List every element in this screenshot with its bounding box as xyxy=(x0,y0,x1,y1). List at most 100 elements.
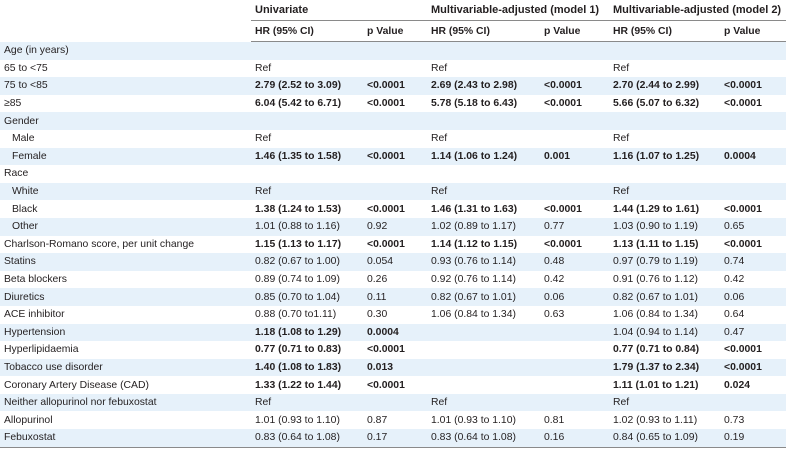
model2-hr-cell xyxy=(609,165,721,183)
model1-hr-cell xyxy=(427,376,541,394)
model2-p-cell xyxy=(720,112,786,130)
table-row: 65 to <75 Ref Ref Ref xyxy=(0,59,786,78)
model2-p-cell xyxy=(720,393,786,412)
model2-hr-cell: Ref xyxy=(609,129,721,148)
model1-p-cell: 0.001 xyxy=(540,147,610,166)
model2-p-cell: 0.0004 xyxy=(720,147,786,166)
model1-hr-cell: 1.14 (1.06 to 1.24) xyxy=(427,147,541,166)
model2-hr-cell: 1.44 (1.29 to 1.61) xyxy=(609,200,721,218)
column-header-row: HR (95% CI) p Value HR (95% CI) p Value … xyxy=(0,20,786,42)
univariate-hr-cell: 1.15 (1.13 to 1.17) xyxy=(251,235,363,254)
row-label: White xyxy=(0,182,251,201)
table-row: Charlson-Romano score, per unit change 1.… xyxy=(0,235,786,254)
model1-p-cell: 0.63 xyxy=(540,305,610,324)
model1-hr-cell xyxy=(427,358,541,377)
univariate-hr-cell: 0.83 (0.64 to 1.08) xyxy=(251,429,363,448)
row-label: Hypertension xyxy=(0,323,251,342)
model2-hr-cell: 1.06 (0.84 to 1.34) xyxy=(609,305,721,324)
table-row: Diuretics 0.85 (0.70 to 1.04) 0.11 0.82 (0.… xyxy=(0,288,786,306)
p-value-header: p Value xyxy=(363,20,428,42)
univariate-p-cell xyxy=(363,165,428,183)
model1-hr-cell: Ref xyxy=(427,393,541,412)
model2-hr-cell: 0.84 (0.65 to 1.09) xyxy=(609,429,721,448)
row-label: Age (in years) xyxy=(0,41,251,60)
univariate-p-cell: 0.30 xyxy=(363,305,428,324)
row-label: Neither allopurinol nor febuxostat xyxy=(0,393,251,412)
univariate-p-cell: 0.11 xyxy=(363,288,428,306)
univariate-p-cell: <0.0001 xyxy=(363,147,428,166)
model2-p-cell: <0.0001 xyxy=(720,77,786,95)
model1-p-cell xyxy=(540,182,610,201)
row-label: Charlson-Romano score, per unit change xyxy=(0,235,251,254)
row-label: Statins xyxy=(0,253,251,271)
row-label: Febuxostat xyxy=(0,429,251,448)
model2-hr-cell: 0.82 (0.67 to 1.01) xyxy=(609,288,721,306)
row-label: Race xyxy=(0,165,251,183)
model2-hr-cell: 5.66 (5.07 to 6.32) xyxy=(609,94,721,113)
univariate-p-cell: <0.0001 xyxy=(363,94,428,113)
univariate-p-cell: 0.26 xyxy=(363,270,428,289)
model1-hr-cell: 0.93 (0.76 to 1.14) xyxy=(427,253,541,271)
univariate-p-cell xyxy=(363,112,428,130)
univariate-hr-cell: 1.38 (1.24 to 1.53) xyxy=(251,200,363,218)
univariate-p-cell: <0.0001 xyxy=(363,235,428,254)
model2-hr-cell xyxy=(609,41,721,60)
model2-p-cell: 0.42 xyxy=(720,270,786,289)
model2-hr-cell: 1.02 (0.93 to 1.11) xyxy=(609,411,721,430)
row-label: Other xyxy=(0,217,251,236)
model2-hr-cell: 2.70 (2.44 to 2.99) xyxy=(609,77,721,95)
hr-header: HR (95% CI) xyxy=(609,20,721,42)
table-row: Febuxostat 0.83 (0.64 to 1.08) 0.17 0.83 (0… xyxy=(0,429,786,448)
model2-p-cell: 0.024 xyxy=(720,376,786,394)
model1-p-cell: 0.48 xyxy=(540,253,610,271)
model1-hr-cell xyxy=(427,341,541,359)
model1-hr-cell: Ref xyxy=(427,129,541,148)
table-row: Female 1.46 (1.35 to 1.58) <0.0001 1.14 (1.… xyxy=(0,147,786,166)
model1-hr-cell xyxy=(427,41,541,60)
table-body: Age (in years) 65 to <75 Ref Ref Ref 75 to <8… xyxy=(0,41,786,448)
model1-hr-cell: 1.02 (0.89 to 1.17) xyxy=(427,217,541,236)
table-row: Black 1.38 (1.24 to 1.53) <0.0001 1.46 (1.3… xyxy=(0,200,786,218)
model2-p-cell: 0.47 xyxy=(720,323,786,342)
table-row: Allopurinol 1.01 (0.93 to 1.10) 0.87 1.01 (… xyxy=(0,411,786,430)
row-label: Hyperlipidaemia xyxy=(0,341,251,359)
model1-p-cell: 0.06 xyxy=(540,288,610,306)
row-label: Female xyxy=(0,147,251,166)
model1-hr-cell: 5.78 (5.18 to 6.43) xyxy=(427,94,541,113)
model2-hr-cell: 1.04 (0.94 to 1.14) xyxy=(609,323,721,342)
table-row: ACE inhibitor 0.88 (0.70 to1.11) 0.30 1.06 … xyxy=(0,305,786,324)
table-row: 75 to <85 2.79 (2.52 to 3.09) <0.0001 2.69 … xyxy=(0,77,786,95)
univariate-hr-cell: 1.01 (0.88 to 1.16) xyxy=(251,217,363,236)
univariate-p-cell: 0.92 xyxy=(363,217,428,236)
univariate-hr-cell: 1.46 (1.35 to 1.58) xyxy=(251,147,363,166)
row-label: 75 to <85 xyxy=(0,77,251,95)
model1-hr-cell: Ref xyxy=(427,182,541,201)
row-label: 65 to <75 xyxy=(0,59,251,78)
table-row: Statins 0.82 (0.67 to 1.00) 0.054 0.93 (0.7… xyxy=(0,253,786,271)
univariate-hr-cell xyxy=(251,165,363,183)
model2-hr-cell: 1.79 (1.37 to 2.34) xyxy=(609,358,721,377)
model2-p-cell xyxy=(720,165,786,183)
row-label: ACE inhibitor xyxy=(0,305,251,324)
model1-p-cell: 0.16 xyxy=(540,429,610,448)
table-row: Race xyxy=(0,165,786,183)
univariate-hr-cell xyxy=(251,112,363,130)
model1-hr-cell: 1.46 (1.31 to 1.63) xyxy=(427,200,541,218)
model2-hr-cell: 1.13 (1.11 to 1.15) xyxy=(609,235,721,254)
model2-hr-cell: 1.03 (0.90 to 1.19) xyxy=(609,217,721,236)
model2-hr-cell: 1.11 (1.01 to 1.21) xyxy=(609,376,721,394)
model2-p-cell xyxy=(720,59,786,78)
model1-hr-cell: 1.14 (1.12 to 1.15) xyxy=(427,235,541,254)
model2-p-cell: <0.0001 xyxy=(720,358,786,377)
univariate-p-cell xyxy=(363,182,428,201)
table-header: Univariate Multivariable-adjusted (model… xyxy=(0,0,786,42)
model1-hr-cell xyxy=(427,323,541,342)
group-header-univariate: Univariate xyxy=(251,0,428,21)
model1-hr-cell: 2.69 (2.43 to 2.98) xyxy=(427,77,541,95)
table-row: Hypertension 1.18 (1.08 to 1.29) 0.0004 1.0… xyxy=(0,323,786,342)
model1-hr-cell: 0.92 (0.76 to 1.14) xyxy=(427,270,541,289)
model2-hr-cell: Ref xyxy=(609,182,721,201)
row-label: Coronary Artery Disease (CAD) xyxy=(0,376,251,394)
table-row: Tobacco use disorder 1.40 (1.08 to 1.83) 0… xyxy=(0,358,786,377)
model2-p-cell: <0.0001 xyxy=(720,200,786,218)
